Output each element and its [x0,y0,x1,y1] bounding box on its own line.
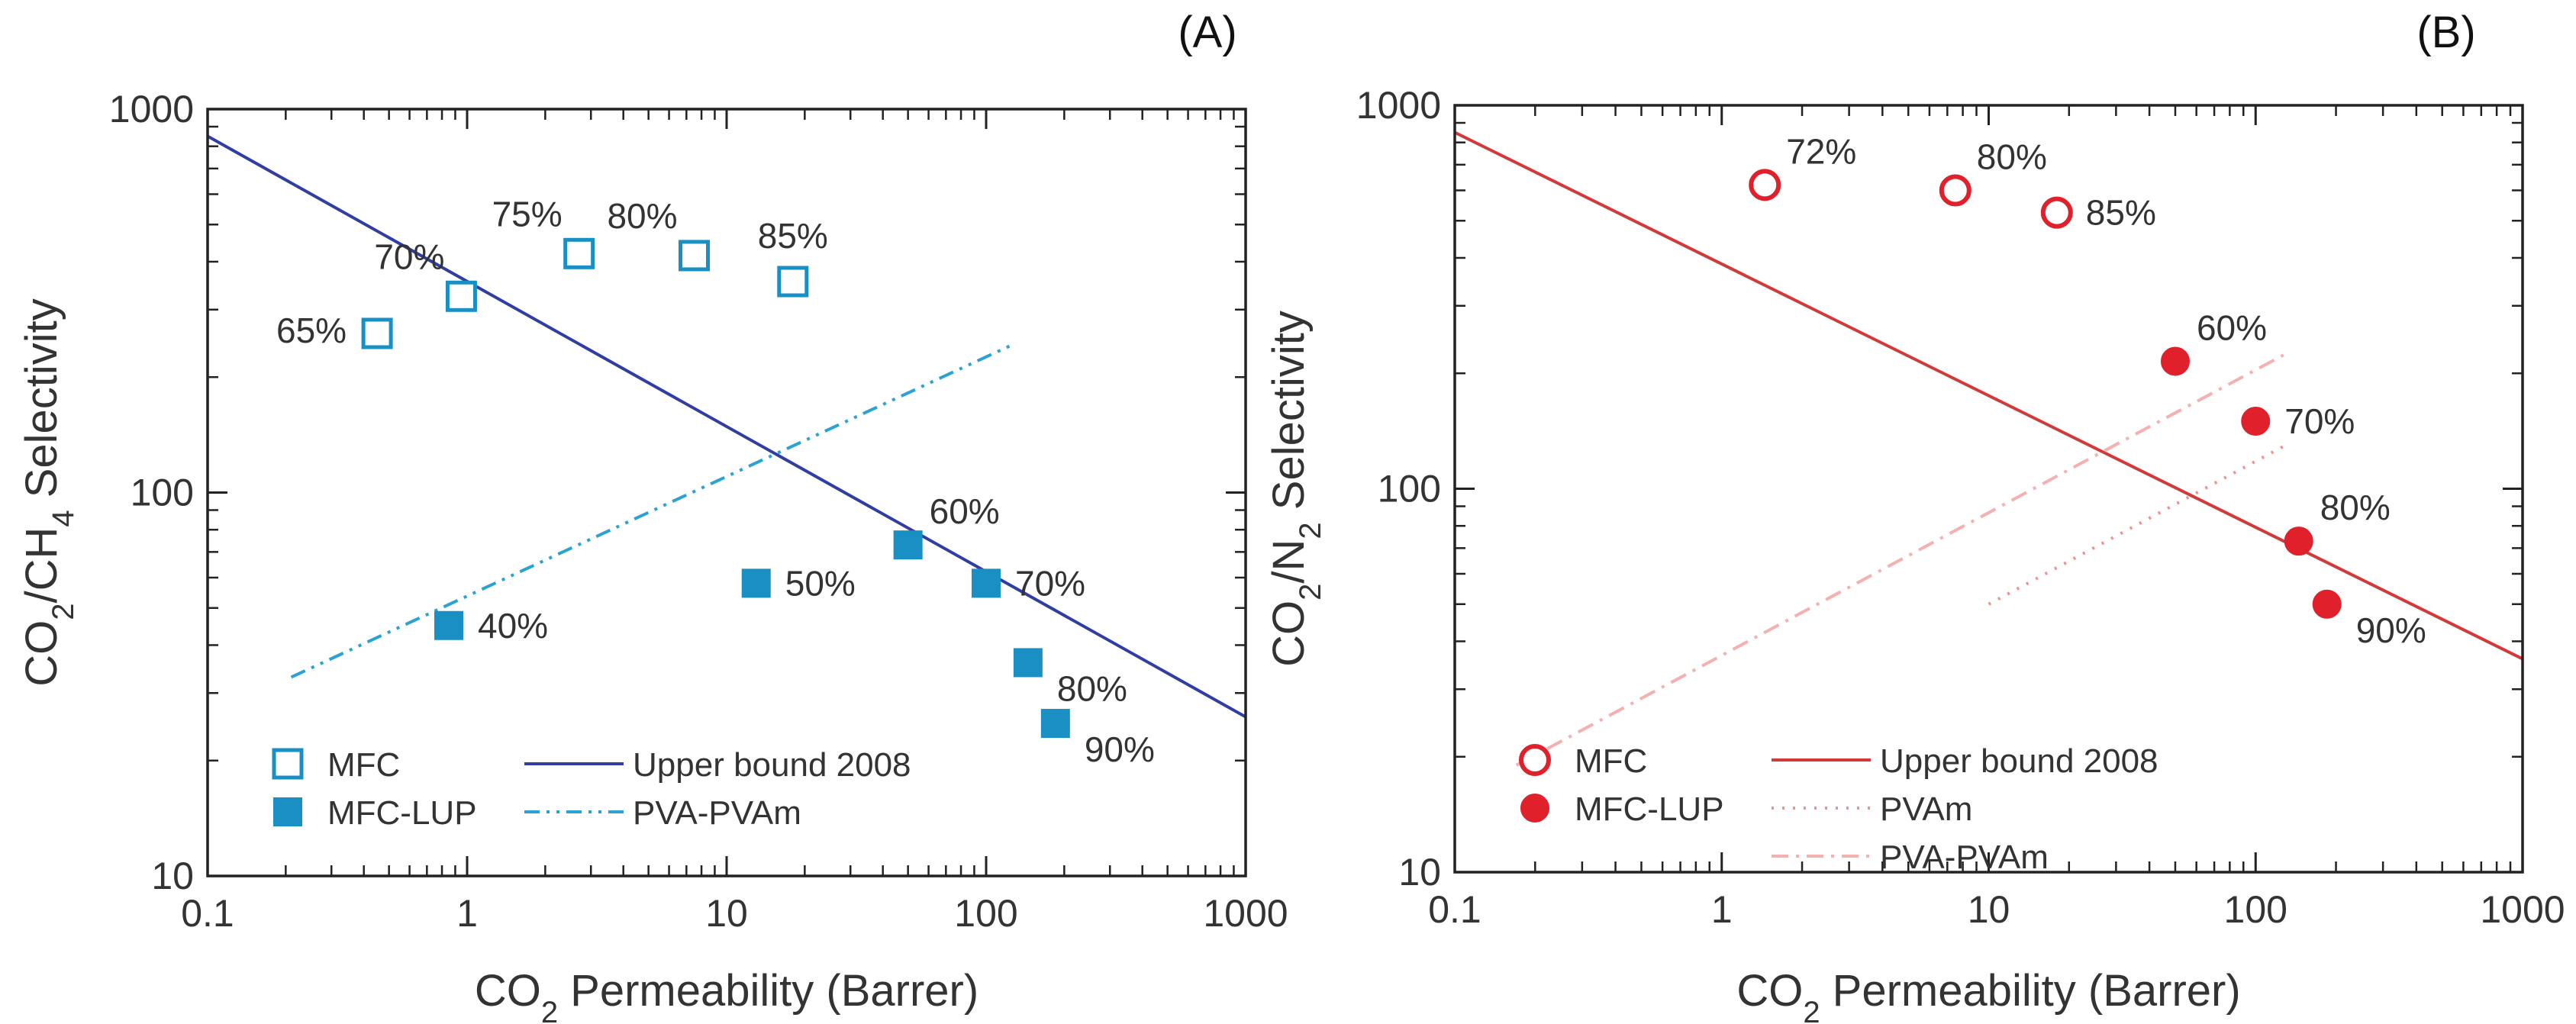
x-tick-label: 1000 [1203,892,1288,935]
legend: MFC MFC-LUP Upper bound 2008 PVA-PVAm [272,746,911,832]
data-label: 85% [758,216,828,256]
data-point [2040,196,2073,229]
data-label: 90% [2356,610,2426,650]
x-tick-label: 10 [1968,888,2010,931]
data-label: 60% [2197,308,2267,347]
label-subscript: 2 [1803,996,1820,1024]
legend: MFC MFC-LUP Upper bound 2008 PVAm PVA-PVAm [1519,742,2158,876]
x-tick-label: 0.1 [1428,888,1481,931]
x-tick-label: 1 [456,892,478,935]
data-point [563,237,595,269]
data-label: 75% [492,194,563,233]
y-tick-label: 100 [131,472,194,514]
data-point [2284,526,2313,556]
data-label: 80% [1057,668,1127,708]
data-point [1013,648,1043,678]
x-tick-label: 0.1 [181,892,234,935]
x-axis-title: CO2 Permeability (Barrer) [475,966,978,1024]
legend-label: PVAm [1880,791,1972,828]
y-tick-label: 1000 [109,88,194,130]
data-label: 72% [1786,131,1856,171]
label-text: CO [475,966,541,1016]
series-line-upper-bound-2008 [1455,130,2523,661]
series-line-pva-pvam [290,342,1017,679]
data-point [434,610,464,640]
data-point [2241,407,2271,436]
data-point [1939,174,1971,207]
plot-frame [206,108,1247,877]
label-text: Selectivity [17,298,66,510]
data-label: 60% [930,491,1000,531]
legend-marker [273,797,302,826]
data-label: 80% [607,196,677,236]
x-tick-label: 100 [954,892,1017,935]
label-text: /N [1264,539,1314,584]
series-line-pva-pvam [1515,352,2287,767]
data-label: 70% [2284,401,2355,441]
label-subscript: 2 [1294,522,1327,539]
label-text: CO [1264,601,1314,667]
chart-panel-a: (A) 0.1 1 10 100 1000 10 100 1000 65% 70% 75% 80% 85%… [17,8,1288,1024]
data-point [777,266,809,298]
data-label: 80% [1977,137,2047,176]
data-label: 70% [374,237,444,276]
legend-label: PVA-PVAm [633,794,801,832]
legend-label: PVA-PVAm [1880,839,2049,876]
panel-label: (B) [2416,8,2475,57]
data-label: 85% [2086,193,2156,233]
label-text: /CH [17,527,66,604]
legend-label: MFC-LUP [327,794,477,832]
legend-label: Upper bound 2008 [1880,742,2158,780]
data-point [1749,169,1781,201]
label-text: CO [1736,966,1803,1016]
label-subscript: 2 [541,996,558,1024]
x-tick-label: 1 [1711,888,1733,931]
data-point [2160,346,2190,376]
legend-label: MFC-LUP [1575,791,1724,828]
label-text: CO [17,620,66,687]
y-tick-label: 10 [151,855,194,897]
data-point [2312,589,2342,619]
y-tick-label: 1000 [1356,84,1441,127]
data-label: 65% [276,311,347,350]
legend-marker [272,748,304,780]
legend-marker [1519,744,1551,776]
plot-frame [1453,104,2524,874]
y-tick-label: 10 [1398,851,1441,894]
x-tick-label: 10 [705,892,748,935]
data-label: 50% [785,563,856,603]
data-label: 40% [478,606,548,646]
label-text: Selectivity [1264,311,1314,522]
series-line-upper-bound-2008 [208,134,1246,719]
data-label: 90% [1085,729,1155,769]
label-subscript: 2 [47,604,80,620]
label-text: Permeability (Barrer) [558,966,978,1016]
label-subscript: 2 [1294,584,1327,601]
data-point [361,317,393,349]
y-tick-label: 100 [1378,468,1441,510]
y-axis-title: CO2/CH4 Selectivity [17,298,80,687]
legend-label: MFC [327,746,400,784]
chart-panel-b: (B) 0.1 1 10 100 1000 10 100 1000 72% 80% 85% 60% 70%… [1264,8,2565,1024]
data-label: 80% [2320,488,2391,527]
data-point [972,568,1001,598]
data-point [1040,709,1070,739]
y-axis-title: CO2/N2 Selectivity [1264,311,1327,667]
label-text: Permeability (Barrer) [1820,966,2241,1016]
x-axis-title: CO2 Permeability (Barrer) [1736,966,2240,1024]
data-point [741,568,771,598]
data-label: 70% [1015,563,1085,603]
x-tick-label: 100 [2224,888,2287,931]
label-subscript: 4 [47,510,80,526]
legend-label: Upper bound 2008 [633,746,911,784]
legend-marker [1520,794,1549,823]
data-point [893,530,923,560]
data-point [445,280,477,312]
legend-label: MFC [1575,742,1647,780]
data-point [679,240,711,272]
x-tick-label: 1000 [2480,888,2565,931]
panel-label: (A) [1178,8,1236,57]
